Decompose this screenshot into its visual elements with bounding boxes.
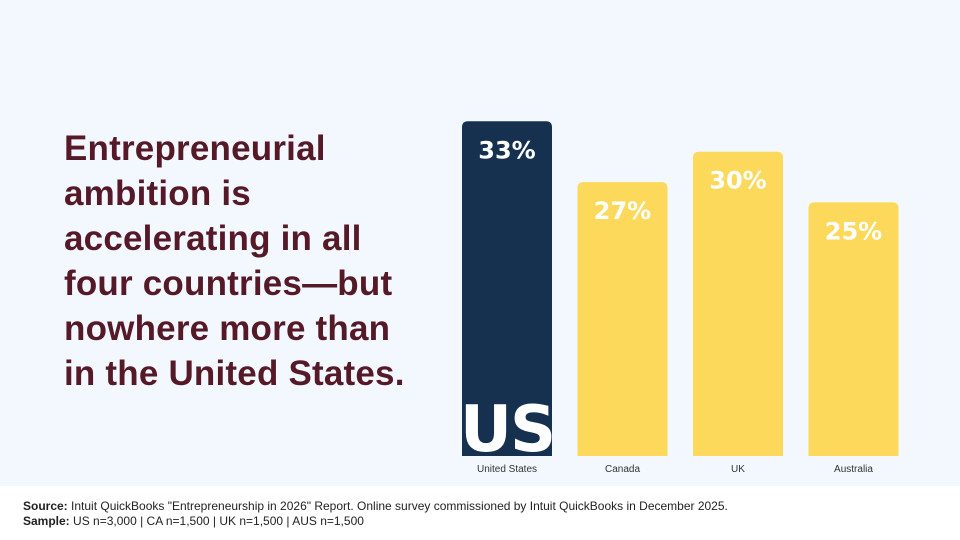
category-label: Australia (834, 464, 873, 475)
footer: Source: Intuit QuickBooks "Entrepreneurs… (0, 486, 960, 540)
value-label: 25% (825, 217, 882, 245)
headline-line: nowhere more than (64, 309, 391, 348)
category-label: Canada (605, 464, 640, 475)
value-label: 30% (709, 167, 766, 195)
value-label: 33% (478, 136, 535, 164)
category-label: United States (477, 464, 537, 475)
source-label: Source: (23, 499, 68, 513)
category-label: UK (731, 464, 745, 475)
headline-line: in the United States. (64, 354, 405, 393)
headline-line: Entrepreneurial (64, 129, 326, 168)
source-note: Source: Intuit QuickBooks "Entrepreneurs… (23, 499, 728, 514)
headline: Entrepreneurial ambition is accelerating… (64, 126, 444, 396)
bar (693, 151, 783, 456)
sample-text: US n=3,000 | CA n=1,500 | UK n=1,500 | A… (69, 514, 364, 528)
value-label: 27% (594, 197, 651, 225)
sample-note: Sample: US n=3,000 | CA n=1,500 | UK n=1… (23, 514, 364, 529)
source-text: Intuit QuickBooks "Entrepreneurship in 2… (67, 499, 728, 513)
bar (577, 182, 668, 456)
headline-line: four countries—but (64, 264, 393, 303)
bar (808, 202, 899, 456)
headline-line: ambition is (64, 174, 251, 213)
bar (462, 121, 552, 457)
headline-line: accelerating in all (64, 219, 362, 258)
highlight-badge: US (460, 393, 554, 467)
sample-label: Sample: (23, 514, 70, 528)
